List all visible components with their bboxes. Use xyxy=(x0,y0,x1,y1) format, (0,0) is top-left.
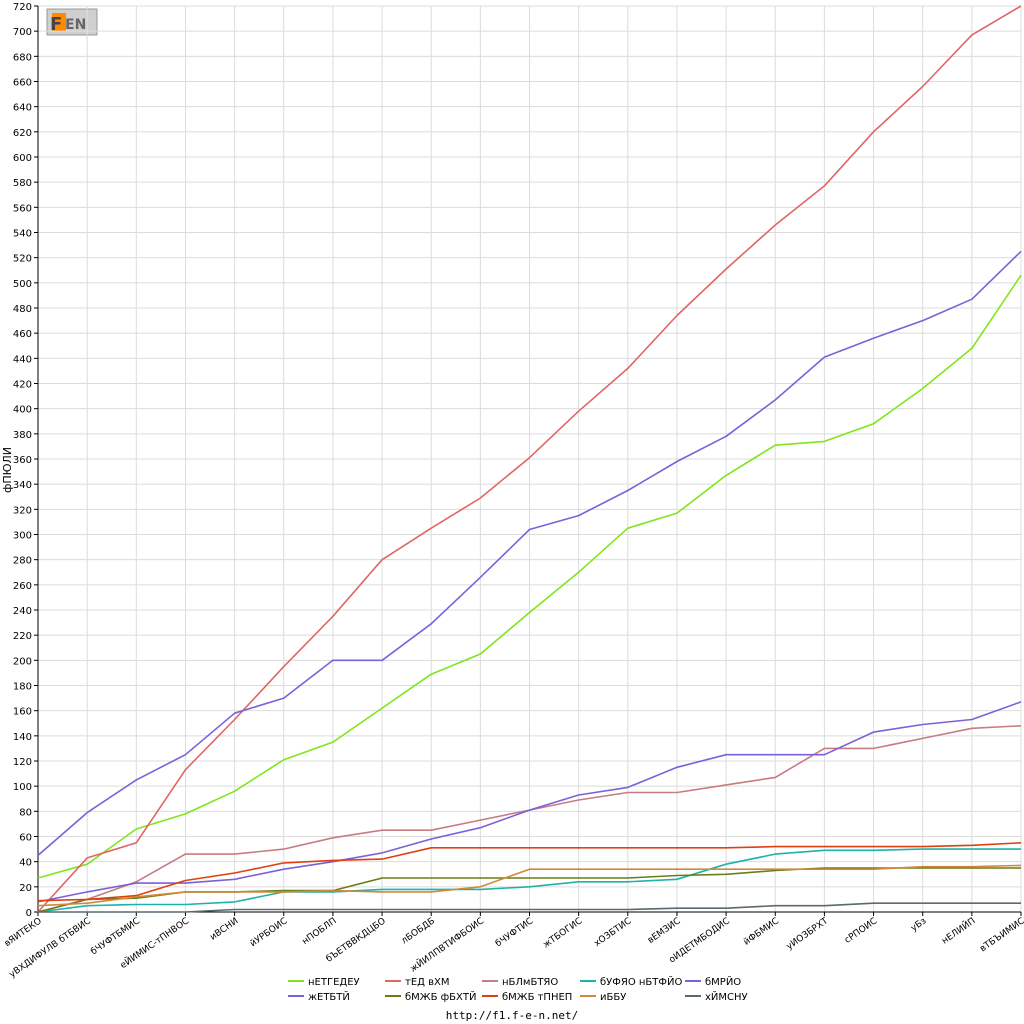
x-tick-label: йФБМИС xyxy=(742,916,781,947)
grid xyxy=(37,5,1022,913)
y-tick-label: 380 xyxy=(13,430,32,441)
y-tick-label: 160 xyxy=(13,707,32,718)
series-line-8 xyxy=(37,842,1022,902)
x-tick-label: вЯИТЕКО xyxy=(3,916,44,949)
series-line-9 xyxy=(37,864,1022,907)
legend-label: нБЛмБТЯО xyxy=(502,977,558,988)
legend-label: нЕТГЕДЕУ xyxy=(308,977,360,988)
y-tick-label: 360 xyxy=(13,455,32,466)
y-tick-label: 0 xyxy=(26,908,32,919)
y-tick-label: 300 xyxy=(13,531,32,542)
y-tick-label: 60 xyxy=(19,833,32,844)
y-tick-label: 520 xyxy=(13,254,32,265)
y-tick-label: 180 xyxy=(13,682,32,693)
y-tick-label: 720 xyxy=(13,2,32,13)
y-tick-label: 140 xyxy=(13,732,32,743)
y-tick-label: 120 xyxy=(13,757,32,768)
x-tick-label: жТБОГИС xyxy=(541,916,584,950)
x-tick-label: вТБЪИМИС xyxy=(978,916,1024,954)
y-tick-label: 240 xyxy=(13,606,32,617)
y-tick-label: 460 xyxy=(13,329,32,340)
y-tick-label: 280 xyxy=(13,556,32,567)
series-line-2 xyxy=(37,5,1022,913)
y-tick-label: 20 xyxy=(19,883,32,894)
y-tick-label: 500 xyxy=(13,279,32,290)
svg-text:EN: EN xyxy=(65,17,86,33)
series-line-4 xyxy=(37,848,1021,913)
y-axis-label: фПЮЛИ xyxy=(1,447,14,493)
y-axis-ticks: 0 20 40 60 80 100 120 140 160 180 200 220 240 260 280 3… xyxy=(13,2,38,919)
y-tick-label: 660 xyxy=(13,78,32,89)
legend-label: иББУ xyxy=(600,992,626,1003)
legend-label: хЙМСНУ xyxy=(705,990,748,1003)
y-tick-label: 400 xyxy=(13,405,32,416)
legend-item: тЕД вХМ xyxy=(385,977,450,988)
axes xyxy=(37,6,1021,913)
y-tick-label: 440 xyxy=(13,354,32,365)
x-tick-label: нПОБЛП xyxy=(301,916,339,947)
legend-item: бМЖБ фБХТЙ xyxy=(385,990,476,1003)
x-tick-label: йУРБОИС xyxy=(248,916,289,949)
y-tick-label: 480 xyxy=(13,304,32,315)
x-tick-label: иВСНИ xyxy=(209,916,241,942)
y-tick-label: 560 xyxy=(13,203,32,214)
legend-label: тЕД вХМ xyxy=(405,977,450,988)
y-tick-label: 700 xyxy=(13,27,32,38)
legend-label: бМЖБ фБХТЙ xyxy=(405,990,476,1003)
legend-item: жЕТБТЙ xyxy=(288,990,350,1003)
legend-item: нЕТГЕДЕУ xyxy=(288,977,360,988)
legend-label: бУФЯО нБТФЙО xyxy=(600,975,682,988)
legend-label: бМРЙО xyxy=(705,975,741,988)
x-tick-label: бЧУФТИС xyxy=(494,916,535,949)
y-tick-label: 340 xyxy=(13,480,32,491)
y-tick-label: 420 xyxy=(13,380,32,391)
footer-url[interactable]: http://f1.f-e-n.net/ xyxy=(445,1009,579,1022)
y-tick-label: 580 xyxy=(13,178,32,189)
y-tick-label: 540 xyxy=(13,229,32,240)
legend-item: бМРЙО xyxy=(685,975,741,988)
series-line-5 xyxy=(37,250,1022,857)
y-tick-label: 200 xyxy=(13,656,32,667)
x-tick-label: уВХДИФУЛВ бТБВИС xyxy=(8,916,93,980)
legend-item: хЙМСНУ xyxy=(685,990,748,1003)
y-tick-label: 80 xyxy=(19,807,32,818)
legend-label: жЕТБТЙ xyxy=(308,990,350,1003)
series-line-6 xyxy=(37,701,1022,903)
y-tick-label: 320 xyxy=(13,505,32,516)
svg-text:F: F xyxy=(50,14,62,35)
y-tick-label: 680 xyxy=(13,52,32,63)
y-tick-label: 40 xyxy=(19,858,32,869)
x-tick-label: сРПОИС xyxy=(843,916,879,946)
x-tick-label: вЕМЗИС xyxy=(646,916,682,946)
y-tick-label: 100 xyxy=(13,782,32,793)
x-tick-label: хОЗБТИС xyxy=(593,916,634,949)
x-tick-label: лБОБДБ xyxy=(400,916,437,946)
y-tick-label: 260 xyxy=(13,581,32,592)
legend: нЕТГЕДЕУ тЕД вХМ нБЛмБТЯО бУФЯО нБТФЙО бМРЙО… xyxy=(288,975,748,1003)
y-tick-label: 620 xyxy=(13,128,32,139)
x-tick-label: нЕЛИЙП xyxy=(939,915,977,947)
series-lines xyxy=(37,5,1022,913)
legend-item: нБЛмБТЯО xyxy=(482,977,558,988)
legend-label: бМЖБ тПНЕП xyxy=(502,992,572,1003)
legend-item: бМЖБ тПНЕП xyxy=(482,992,572,1003)
x-tick-label: уБз xyxy=(909,916,928,934)
y-tick-label: 600 xyxy=(13,153,32,164)
series-line-1 xyxy=(37,274,1022,879)
y-tick-label: 220 xyxy=(13,631,32,642)
legend-item: иББУ xyxy=(580,992,626,1003)
legend-item: бУФЯО нБТФЙО xyxy=(580,975,682,988)
x-tick-label: уИОЗБРХТ xyxy=(785,916,831,952)
series-line-10 xyxy=(38,902,1021,913)
y-tick-label: 640 xyxy=(13,103,32,114)
